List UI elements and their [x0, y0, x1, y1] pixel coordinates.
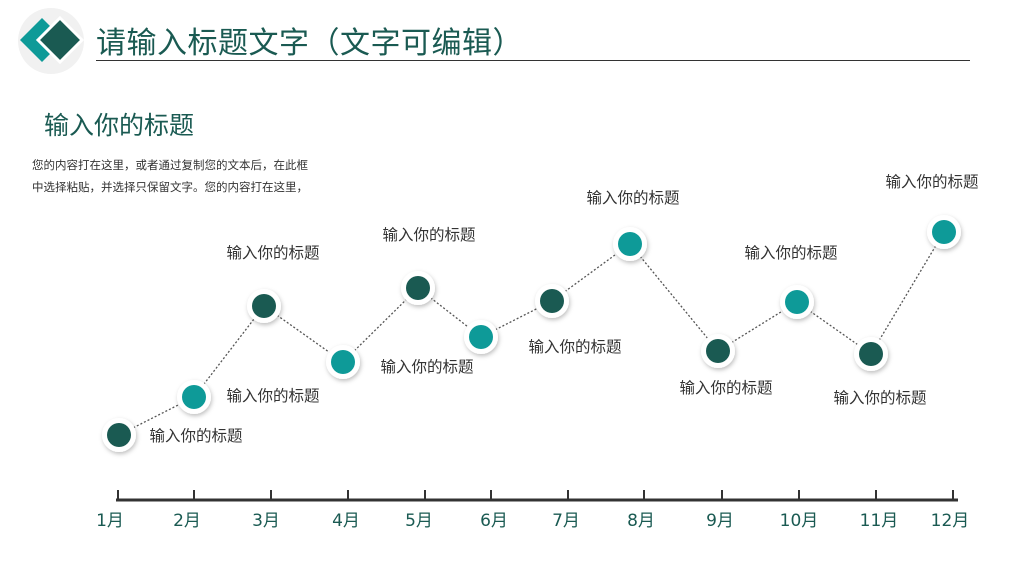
timeline-node — [469, 325, 493, 349]
timeline-node — [331, 350, 355, 374]
month-label: 9月 — [706, 511, 734, 531]
timeline-node-label: 输入你的标题 — [586, 189, 679, 207]
month-label: 5月 — [405, 511, 433, 531]
timeline-node — [618, 232, 642, 256]
timeline-connector — [342, 287, 419, 363]
month-label: 11月 — [860, 511, 899, 531]
timeline-node-label: 输入你的标题 — [528, 338, 621, 356]
timeline-connector — [870, 231, 945, 355]
month-label: 3月 — [252, 511, 280, 531]
title-divider — [96, 60, 970, 61]
logo-diamond-icon — [18, 8, 85, 74]
timeline-node-label: 输入你的标题 — [833, 389, 926, 407]
timeline-node — [107, 423, 131, 447]
timeline-node — [932, 220, 956, 244]
timeline-node — [252, 294, 276, 318]
timeline-node — [406, 276, 430, 300]
timeline-node-label: 输入你的标题 — [380, 358, 473, 376]
timeline-node-label: 输入你的标题 — [679, 379, 772, 397]
page-title: 请输入标题文字（文字可编辑） — [96, 26, 523, 61]
timeline-node-label: 输入你的标题 — [226, 244, 319, 262]
timeline-node — [785, 290, 809, 314]
month-label: 12月 — [931, 511, 970, 531]
timeline-node-label: 输入你的标题 — [744, 244, 837, 262]
timeline-node-label: 输入你的标题 — [226, 387, 319, 405]
section-subtitle: 输入你的标题 — [44, 111, 195, 140]
timeline-connector — [193, 305, 265, 398]
month-label: 10月 — [780, 511, 819, 531]
timeline-node-label: 输入你的标题 — [885, 173, 978, 191]
timeline-node-label: 输入你的标题 — [382, 226, 475, 244]
timeline-node — [706, 339, 730, 363]
month-label: 4月 — [332, 511, 360, 531]
month-label: 6月 — [480, 511, 508, 531]
month-label: 1月 — [96, 511, 124, 531]
timeline-connector — [629, 243, 719, 352]
section-description: 您的内容打在这里，或者通过复制您的文本后，在此框中选择粘贴，并选择只保留文字。您… — [32, 158, 308, 194]
month-label: 8月 — [627, 511, 655, 531]
timeline-connector — [796, 301, 872, 355]
timeline-node — [182, 385, 206, 409]
month-label: 7月 — [552, 511, 580, 531]
timeline-node — [540, 289, 564, 313]
timeline-node-label: 输入你的标题 — [149, 427, 242, 445]
month-label: 2月 — [173, 511, 201, 531]
timeline-node — [859, 342, 883, 366]
